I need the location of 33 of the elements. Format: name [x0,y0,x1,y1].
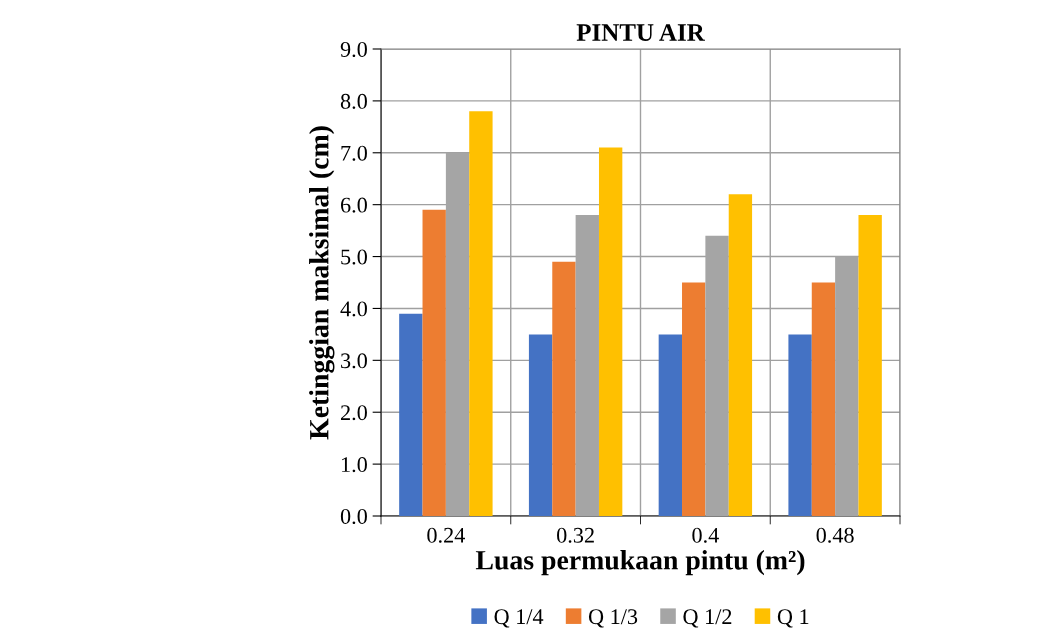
y-tick-label: 8.0 [340,93,367,109]
x-tick-label: 0.24 [427,527,465,543]
y-tick-label: 0.0 [340,508,367,525]
y-tick-label: 7.0 [341,145,367,161]
bar [598,147,623,516]
chart-title: PINTU AIR [576,24,705,41]
bar [528,334,553,516]
y-tick-label: 9.0 [340,41,367,58]
bar [788,334,812,516]
x-tick-label: 0.4 [692,527,719,543]
bar [422,209,446,516]
x-tick-label: 0.48 [816,527,854,543]
bar [658,334,683,516]
legend-label: Q 1/3 [588,609,638,628]
y-tick-label: 1.0 [341,457,367,473]
bar [682,282,706,516]
bar [858,215,882,516]
legend-label: Q 1/2 [683,609,732,628]
x-axis-title: Luas permukaan pintu (m²) [475,550,805,576]
legend-label: Q 1 [777,609,809,628]
y-tick-label: 3.0 [341,353,367,369]
bar [552,261,576,516]
y-tick-label: 5.0 [341,249,367,265]
bar [728,194,753,516]
bar [399,313,423,516]
y-tick-label: 6.0 [340,197,367,213]
y-tick-label: 4.0 [340,301,367,317]
legend-label: Q 1/4 [494,609,544,628]
bar [469,111,493,516]
x-tick-label: 0.32 [557,527,594,543]
bar [811,282,836,516]
y-tick-label: 2.0 [341,405,367,421]
y-axis-title: Ketinggian maksimal (cm) [309,126,335,440]
